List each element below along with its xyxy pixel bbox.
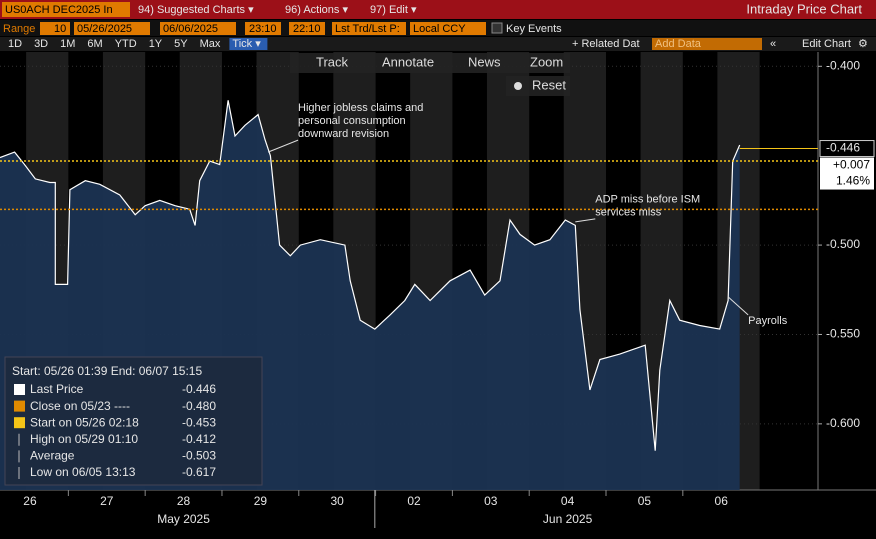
y-tick-label: -0.550 bbox=[826, 327, 860, 341]
legend-swatch bbox=[14, 384, 25, 395]
legend-header: Start: 05/26 01:39 End: 06/07 15:15 bbox=[12, 364, 202, 378]
add-data[interactable]: Add Data bbox=[655, 38, 702, 50]
x-tick-label: 30 bbox=[331, 494, 345, 508]
legend-label: Low on 06/05 13:13 bbox=[30, 465, 136, 479]
related[interactable]: + Related Dat bbox=[572, 38, 640, 50]
view-title: Intraday Price Chart bbox=[746, 1, 862, 16]
field[interactable] bbox=[410, 22, 486, 35]
period-button[interactable]: Tick ▾ bbox=[232, 38, 261, 50]
x-tick-label: 04 bbox=[561, 494, 575, 508]
annotation-arrow bbox=[267, 139, 299, 153]
key-events[interactable]: Key Events bbox=[506, 23, 562, 35]
settings[interactable]: ⚙ bbox=[858, 38, 868, 50]
legend-swatch bbox=[14, 417, 25, 429]
annotation-arrow bbox=[575, 218, 596, 223]
x-tick-label: 29 bbox=[254, 494, 268, 508]
title-bar bbox=[0, 0, 876, 19]
period-button[interactable]: 1M bbox=[60, 38, 75, 50]
range-value[interactable]: 10 bbox=[54, 23, 66, 35]
legend-value: -0.412 bbox=[182, 432, 216, 446]
field[interactable] bbox=[160, 22, 236, 35]
period-button[interactable]: 1Y bbox=[149, 38, 163, 50]
legend-box bbox=[4, 356, 263, 486]
legend-value: -0.617 bbox=[182, 465, 216, 479]
period-button[interactable]: 1D bbox=[8, 38, 22, 50]
legend-label: Start on 05/26 02:18 bbox=[30, 415, 139, 429]
legend-value: -0.446 bbox=[182, 382, 216, 396]
period-button[interactable]: 6M bbox=[87, 38, 102, 50]
y-tick-label: -0.400 bbox=[826, 58, 860, 72]
legend-value: -0.453 bbox=[182, 415, 216, 429]
legend-label: Last Price bbox=[30, 382, 84, 396]
checkbox[interactable] bbox=[491, 22, 503, 34]
period-active[interactable] bbox=[229, 38, 268, 50]
x-tick-label: 27 bbox=[100, 494, 114, 508]
x-tick-label: 06 bbox=[715, 494, 729, 508]
x-tick-label: 28 bbox=[177, 494, 191, 508]
field[interactable] bbox=[289, 22, 325, 35]
axis-panel bbox=[818, 52, 876, 490]
tool-panel bbox=[290, 53, 570, 73]
field[interactable] bbox=[332, 22, 406, 35]
reset-button[interactable]: Reset bbox=[532, 77, 566, 92]
legend-label: Average bbox=[30, 449, 75, 463]
field[interactable] bbox=[74, 22, 150, 35]
legend-label: High on 05/29 01:10 bbox=[30, 432, 138, 446]
field[interactable] bbox=[652, 38, 762, 50]
annotation-arrow bbox=[727, 296, 749, 316]
start-time[interactable]: 23:10 bbox=[249, 23, 277, 35]
period-button[interactable]: 5Y bbox=[174, 38, 188, 50]
period-button[interactable]: YTD bbox=[115, 38, 137, 50]
month-label: May 2025 bbox=[157, 512, 210, 526]
annotation-text: Higher jobless claims and bbox=[298, 102, 423, 114]
pct-label: 1.46% bbox=[836, 174, 870, 188]
menu[interactable]: 97) Edit ▾ bbox=[370, 4, 417, 16]
annotation-text: downward revision bbox=[298, 128, 389, 140]
ticker[interactable]: US0ACH DEC2025 In bbox=[5, 4, 113, 16]
tool-button[interactable]: Zoom bbox=[530, 54, 563, 69]
annotation-text: ADP miss before ISM bbox=[595, 194, 700, 206]
field[interactable] bbox=[40, 22, 70, 35]
price-line bbox=[0, 100, 741, 451]
x-tick-label: 02 bbox=[407, 494, 421, 508]
legend-value: -0.480 bbox=[182, 399, 216, 413]
menu[interactable]: 96) Actions ▾ bbox=[285, 4, 348, 16]
x-tick-label: 05 bbox=[638, 494, 652, 508]
y-tick-label: -0.500 bbox=[826, 237, 860, 251]
last-box bbox=[819, 140, 875, 158]
tool-button[interactable]: Track bbox=[316, 54, 349, 69]
currency[interactable]: Local CCY bbox=[413, 23, 466, 35]
last-value: -0.446 bbox=[826, 141, 860, 155]
collapse[interactable]: « bbox=[770, 38, 776, 50]
menu[interactable]: 94) Suggested Charts ▾ bbox=[138, 4, 254, 16]
reset-icon[interactable] bbox=[514, 82, 522, 90]
change-label: +0.007 bbox=[833, 158, 870, 172]
period-button[interactable]: Max bbox=[200, 38, 221, 50]
tool-button[interactable]: News bbox=[468, 54, 501, 69]
x-tick-label: 26 bbox=[23, 494, 37, 508]
tool-button[interactable]: Annotate bbox=[382, 54, 434, 69]
end-time[interactable]: 22:10 bbox=[293, 23, 321, 35]
annotation-text: personal consumption bbox=[298, 115, 406, 127]
price-type[interactable]: Lst Trd/Lst P: bbox=[335, 23, 400, 35]
x-tick-label: 03 bbox=[484, 494, 498, 508]
annotation-text: services miss bbox=[595, 207, 662, 219]
legend-label: Close on 05/23 ---- bbox=[30, 399, 130, 413]
range-label: Range bbox=[3, 23, 35, 35]
start-date[interactable]: 05/26/2025 bbox=[77, 23, 132, 35]
edit-chart[interactable]: Edit Chart bbox=[802, 38, 851, 50]
legend-swatch bbox=[14, 400, 25, 412]
field[interactable] bbox=[245, 22, 281, 35]
change-box bbox=[820, 157, 874, 190]
legend-value: -0.503 bbox=[182, 449, 216, 463]
period-button[interactable]: 3D bbox=[34, 38, 48, 50]
month-label: Jun 2025 bbox=[543, 512, 593, 526]
reset-panel bbox=[506, 76, 570, 96]
annotation-text: Payrolls bbox=[748, 315, 788, 327]
ticker-box[interactable] bbox=[2, 2, 130, 17]
end-date[interactable]: 06/06/2025 bbox=[163, 23, 218, 35]
y-tick-label: -0.600 bbox=[826, 416, 860, 430]
